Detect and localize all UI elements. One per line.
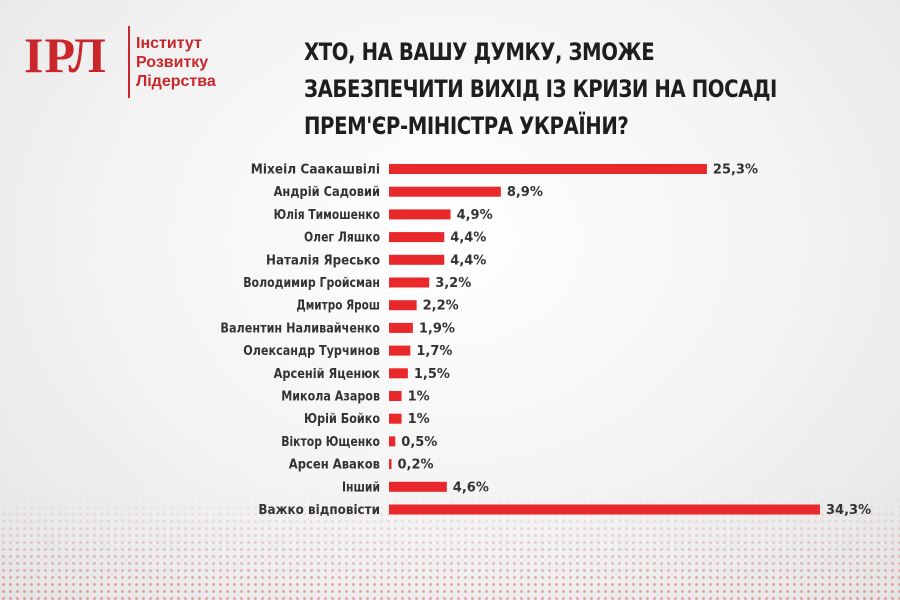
category-label: Міхеіл Саакашвілі [251, 163, 380, 178]
category-label: Арсен Аваков [289, 458, 380, 473]
logo-mark: ІРЛ [24, 27, 107, 83]
category-label: Арсеній Яценюк [274, 367, 381, 382]
bar [389, 368, 408, 379]
category-label: Віктор Ющенко [281, 435, 380, 450]
logo-text: Інститут Розвитку Лідерства [136, 34, 216, 91]
bar [389, 209, 451, 220]
value-label: 4,6% [453, 480, 489, 495]
bar [389, 459, 392, 470]
category-label: Володимир Гройсман [243, 276, 380, 291]
bar [389, 254, 445, 265]
value-label: 8,9% [507, 185, 543, 200]
category-label: Інший [342, 480, 380, 495]
value-label: 4,4% [450, 231, 486, 246]
bar [389, 391, 402, 401]
category-label: Юлія Тимошенко [274, 208, 380, 223]
value-label: 25,3% [713, 163, 758, 178]
category-label: Валентин Наливайченко [220, 321, 380, 336]
category-label: Олег Ляшко [304, 231, 380, 246]
chart-title-line-2: ЗАБЕЗПЕЧИТИ ВИХІД ІЗ КРИЗИ НА ПОСАДІ [304, 75, 777, 103]
category-label: Микола Азаров [281, 390, 380, 405]
bar [389, 186, 501, 197]
chart-title-line-1: ХТО, НА ВАШУ ДУМКУ, ЗМОЖЕ [304, 38, 655, 66]
logo-divider [128, 26, 130, 98]
category-label: Наталія Яресько [266, 253, 380, 268]
value-label: 2,2% [423, 299, 459, 314]
value-label: 1% [408, 412, 430, 427]
logo-line-1: Інститут [136, 35, 202, 52]
bar [389, 232, 445, 243]
value-label: 0,2% [398, 458, 434, 473]
category-label: Олександр Турчинов [243, 344, 380, 359]
bar [389, 277, 430, 288]
value-label: 3,2% [435, 276, 471, 291]
bar [389, 300, 417, 311]
value-label: 4,4% [450, 253, 486, 268]
bar [389, 436, 396, 447]
chart-title: ХТО, НА ВАШУ ДУМКУ, ЗМОЖЕ ЗАБЕЗПЕЧИТИ ВИ… [304, 34, 777, 145]
logo-line-3: Лідерства [136, 73, 216, 90]
value-label: 1,9% [419, 321, 455, 336]
value-label: 1,5% [414, 367, 450, 382]
category-label: Дмитро Ярош [296, 299, 380, 314]
bar [389, 413, 402, 424]
category-label: Важко відповісти [258, 503, 380, 518]
bar [389, 481, 447, 492]
value-label: 1,7% [416, 344, 452, 359]
logo-line-2: Розвитку [136, 54, 209, 71]
chart-title-line-3: ПРЕМ'ЄР-МІНІСТРА УКРАЇНИ? [304, 112, 629, 140]
category-label: Андрій Садовий [274, 185, 380, 200]
value-label: 1% [408, 390, 430, 405]
bar [389, 164, 707, 174]
bar [389, 504, 820, 515]
value-label: 34,3% [826, 503, 871, 518]
value-label: 0,5% [401, 435, 437, 450]
value-label: 4,9% [457, 208, 493, 223]
bar [389, 345, 411, 356]
bar [389, 322, 413, 333]
category-label: Юрій Бойко [304, 412, 380, 427]
